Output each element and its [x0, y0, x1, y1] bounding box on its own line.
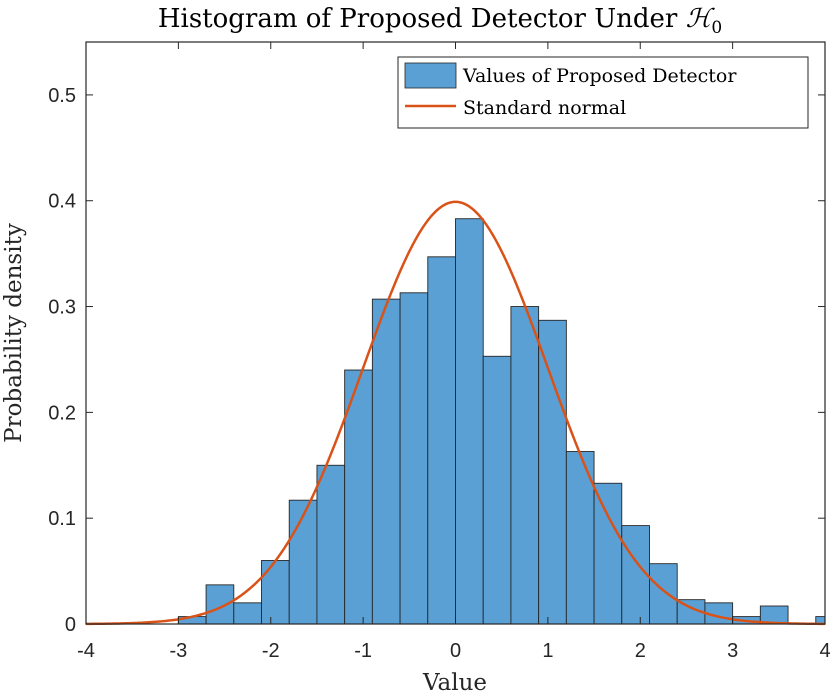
y-tick-label: 0.1	[48, 508, 76, 530]
x-tick-label: 4	[819, 640, 830, 662]
histogram-bar	[371, 298, 401, 625]
y-tick-label: 0	[65, 614, 76, 636]
chart-title-symbol: ℋ	[686, 4, 716, 34]
legend-box	[397, 56, 809, 129]
y-axis-label: Probability density	[1, 223, 27, 443]
histogram-bar	[649, 563, 678, 625]
x-axis-label: Value	[422, 670, 487, 693]
histogram-bar	[344, 369, 373, 625]
legend-histogram-swatch	[404, 62, 457, 89]
y-axis-ticks: 0 0.1 0.2 0.3 0.4 0.5	[48, 85, 825, 636]
histogram-bar	[538, 319, 567, 625]
chart-title-text: Histogram of Proposed Detector Under	[158, 4, 686, 34]
y-tick-label: 0.2	[48, 402, 76, 424]
x-tick-label: -1	[354, 640, 372, 662]
x-tick-label: -3	[169, 640, 187, 662]
x-tick-label: 1	[542, 640, 553, 662]
histogram-bar	[205, 584, 235, 625]
x-tick-label: -4	[77, 640, 95, 662]
y-tick-label: 0.3	[48, 297, 76, 319]
y-tick-label: 0.5	[48, 85, 76, 107]
histogram-bar	[482, 355, 512, 625]
x-tick-label: -2	[262, 640, 280, 662]
histogram-bar	[261, 560, 290, 625]
x-axis-ticks: -4 -3 -2 -1 0 1 2 3 4	[77, 42, 830, 662]
histogram-bar	[233, 602, 262, 625]
histogram-bar	[288, 499, 318, 625]
histogram-bar	[427, 256, 456, 625]
legend: Values of Proposed Detector Standard nor…	[397, 56, 809, 129]
histogram-bar	[316, 464, 346, 625]
histogram-bars	[177, 218, 826, 625]
histogram-bar	[399, 292, 429, 625]
chart-title: Histogram of Proposed Detector Under ℋ0	[158, 4, 722, 38]
x-tick-label: 2	[635, 640, 646, 662]
histogram-bar	[593, 482, 623, 625]
standard-normal-curve	[85, 200, 826, 626]
histogram-bar	[455, 218, 484, 625]
x-tick-label: 0	[450, 640, 461, 662]
histogram-bar	[510, 306, 540, 625]
x-tick-label: 3	[727, 640, 738, 662]
legend-normal-label: Standard normal	[463, 97, 626, 119]
legend-histogram-label: Values of Proposed Detector	[462, 65, 737, 87]
y-tick-label: 0.4	[48, 191, 76, 213]
chart-title-subscript: 0	[711, 18, 722, 38]
histogram-bar	[621, 525, 650, 625]
